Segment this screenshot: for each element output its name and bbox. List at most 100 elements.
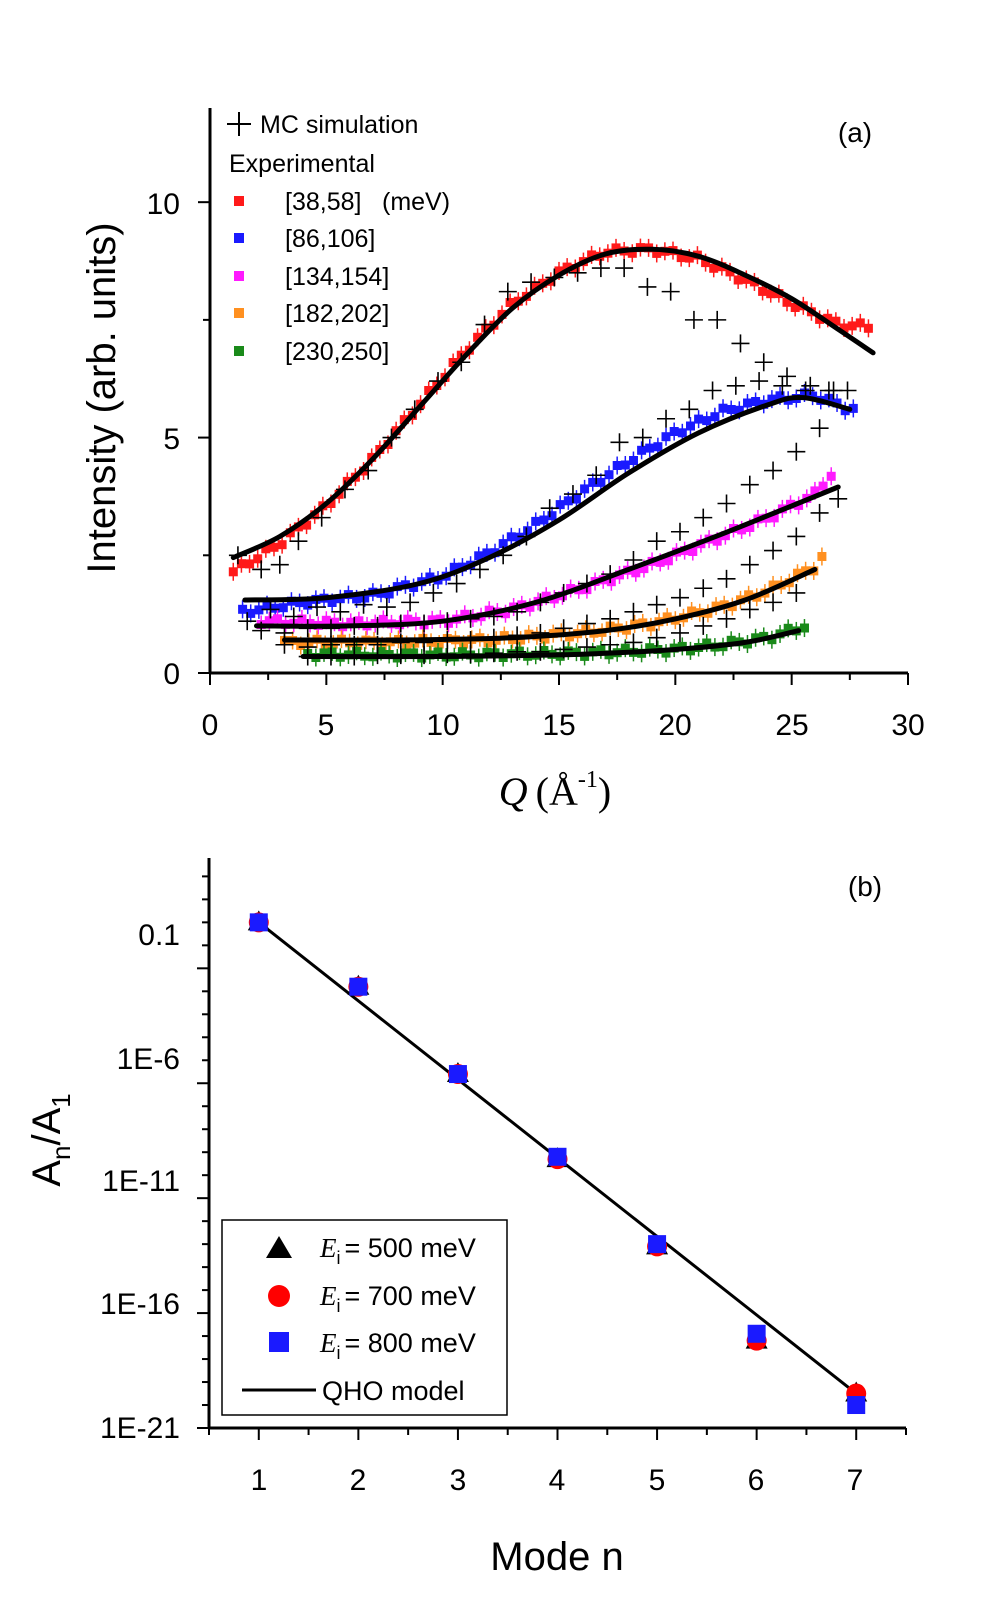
data-point xyxy=(663,556,673,566)
square-point xyxy=(648,1235,667,1254)
mode-series-square xyxy=(249,913,866,1415)
data-point xyxy=(818,481,828,491)
data-point xyxy=(539,646,549,655)
data-point xyxy=(444,618,453,628)
mc-simulation-3 xyxy=(275,503,829,657)
data-point xyxy=(686,421,695,431)
data-point xyxy=(246,608,256,618)
x-title-unit: (Å xyxy=(536,769,578,814)
data-point xyxy=(346,617,356,627)
data-point xyxy=(302,520,312,530)
data-point xyxy=(733,275,743,285)
panel-a-x-tick-label: 15 xyxy=(542,709,575,742)
panel-b: 1 2 3 4 5 6 7 0.1 1E-6 1E-11 1E-16 1E-21… xyxy=(25,858,907,1579)
square-point xyxy=(548,1147,567,1166)
legend-700-label: = 700 meV xyxy=(345,1281,476,1311)
data-point xyxy=(531,516,541,526)
data-point xyxy=(720,531,730,541)
data-point xyxy=(460,609,470,619)
panel-b-x-axis-title: Mode n xyxy=(490,1535,623,1579)
legend-e-symbol: E xyxy=(319,1281,337,1311)
panel-b-y-tick-label: 1E-6 xyxy=(117,1043,180,1076)
data-point xyxy=(481,323,491,333)
data-point xyxy=(743,398,752,408)
square-point xyxy=(349,977,368,996)
data-point xyxy=(498,539,508,549)
data-point xyxy=(402,640,412,650)
mc-simulation-4 xyxy=(298,583,806,666)
data-point xyxy=(709,263,719,273)
panel-a-ticks xyxy=(198,201,909,685)
panel-b-x-tick-label: 3 xyxy=(450,1464,467,1497)
data-point xyxy=(620,460,630,470)
data-point xyxy=(596,477,606,487)
data-point xyxy=(744,590,754,600)
legend-swatch-86-106 xyxy=(234,233,244,243)
data-point xyxy=(433,647,443,657)
data-point xyxy=(620,643,630,653)
data-point xyxy=(474,551,484,561)
legend-circle-marker xyxy=(268,1285,290,1307)
data-point xyxy=(245,559,255,569)
legend-unit-note: (meV) xyxy=(382,188,450,216)
mc-simulation-1 xyxy=(238,372,857,631)
data-point xyxy=(482,548,492,558)
data-point xyxy=(506,532,516,542)
x-title-unit-exponent: -1 xyxy=(578,767,598,793)
data-point xyxy=(766,289,776,299)
panel-b-marks xyxy=(247,910,868,1415)
legend-label-86-106: [86,106] xyxy=(285,225,375,253)
data-point xyxy=(726,405,736,414)
data-point xyxy=(646,622,656,632)
data-point xyxy=(425,572,435,582)
data-point xyxy=(376,647,386,657)
panel-b-x-tick-label: 2 xyxy=(350,1464,367,1497)
panel-a-legend: MC simulation Experimental [38,58] (meV)… xyxy=(227,111,450,366)
y-title-sub-1: 1 xyxy=(46,1093,76,1107)
data-point xyxy=(399,415,409,425)
data-point xyxy=(278,603,288,613)
data-point xyxy=(541,591,551,601)
panel-a-x-axis-title: Q (Å-1) xyxy=(499,767,611,814)
legend-e-sub: i xyxy=(337,1343,341,1363)
legend-e-symbol: E xyxy=(319,1233,337,1263)
data-point xyxy=(483,638,493,648)
legend-ei-800: Ei = 800 meV xyxy=(319,1328,476,1363)
data-point xyxy=(505,298,515,307)
panel-b-x-tick-label: 5 xyxy=(649,1464,666,1497)
data-point xyxy=(631,568,641,578)
legend-label-38-58: [38,58] xyxy=(285,188,361,216)
panel-b-x-tick-label: 6 xyxy=(748,1464,765,1497)
data-point xyxy=(758,286,768,296)
legend-experimental-header: Experimental xyxy=(229,150,375,178)
legend-label-182-202: [182,202] xyxy=(285,300,389,328)
data-point xyxy=(775,391,785,401)
panel-a-x-tick-label: 10 xyxy=(426,709,459,742)
square-point xyxy=(448,1065,467,1084)
data-point xyxy=(400,648,410,658)
data-point xyxy=(228,567,238,577)
data-point xyxy=(645,643,655,653)
data-point xyxy=(525,602,535,612)
legend-triangle-marker xyxy=(266,1236,292,1258)
data-point xyxy=(737,525,747,535)
data-point xyxy=(587,250,597,260)
panel-a-marks xyxy=(228,238,876,668)
data-point xyxy=(676,253,686,263)
data-point xyxy=(839,323,849,333)
data-point xyxy=(661,648,671,658)
data-point xyxy=(800,388,809,398)
data-point xyxy=(790,303,800,312)
data-point xyxy=(711,601,721,611)
data-point xyxy=(403,614,413,624)
panel-a-x-tick-label: 25 xyxy=(775,709,808,742)
data-point xyxy=(409,583,419,592)
data-point xyxy=(270,603,280,613)
panel-a-label: (a) xyxy=(838,117,872,148)
data-point xyxy=(378,614,388,624)
data-point xyxy=(588,477,598,487)
data-point xyxy=(236,559,246,569)
data-point xyxy=(745,523,755,532)
y-title-a: A xyxy=(25,1160,69,1187)
